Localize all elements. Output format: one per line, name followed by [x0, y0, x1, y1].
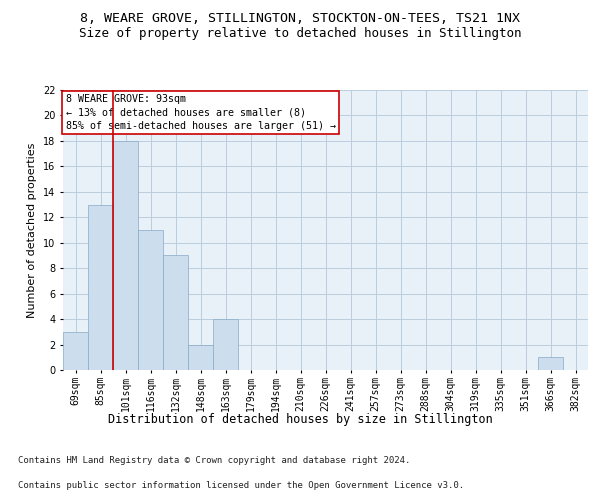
Bar: [138, 230, 163, 370]
Text: Contains HM Land Registry data © Crown copyright and database right 2024.: Contains HM Land Registry data © Crown c…: [18, 456, 410, 465]
Bar: [163, 256, 188, 370]
Bar: [88, 204, 113, 370]
Text: 8 WEARE GROVE: 93sqm
← 13% of detached houses are smaller (8)
85% of semi-detach: 8 WEARE GROVE: 93sqm ← 13% of detached h…: [65, 94, 335, 130]
Bar: [538, 358, 563, 370]
Text: Size of property relative to detached houses in Stillington: Size of property relative to detached ho…: [79, 28, 521, 40]
Bar: [213, 319, 238, 370]
Text: Distribution of detached houses by size in Stillington: Distribution of detached houses by size …: [107, 412, 493, 426]
Bar: [63, 332, 88, 370]
Text: Contains public sector information licensed under the Open Government Licence v3: Contains public sector information licen…: [18, 481, 464, 490]
Bar: [188, 344, 213, 370]
Text: 8, WEARE GROVE, STILLINGTON, STOCKTON-ON-TEES, TS21 1NX: 8, WEARE GROVE, STILLINGTON, STOCKTON-ON…: [80, 12, 520, 26]
Y-axis label: Number of detached properties: Number of detached properties: [28, 142, 37, 318]
Bar: [113, 141, 138, 370]
